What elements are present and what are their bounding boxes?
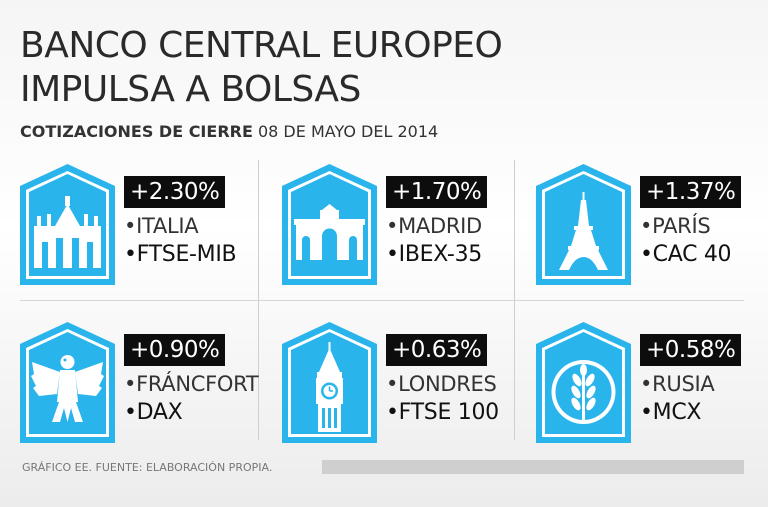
change-badge: +1.70%: [386, 176, 488, 208]
german-eagle-icon: [20, 322, 115, 443]
big-ben-icon: [282, 322, 377, 443]
footer-bar: [322, 460, 744, 474]
change-badge: +0.58%: [640, 334, 742, 366]
market-location: •FRÁNCFORT: [124, 372, 259, 396]
market-index: •FTSE 100: [386, 400, 499, 425]
wheat-emblem-icon: [536, 322, 631, 443]
market-location: •ITALIA: [124, 214, 199, 238]
market-index: •CAC 40: [640, 242, 732, 267]
page-title: BANCO CENTRAL EUROPEO IMPULSA A BOLSAS: [20, 24, 503, 112]
market-card-italia: +2.30% •ITALIA •FTSE-MIB: [20, 164, 260, 289]
market-card-londres: +0.63% •LONDRES •FTSE 100: [282, 322, 522, 447]
title-line-2: IMPULSA A BOLSAS: [20, 69, 361, 110]
title-line-1: BANCO CENTRAL EUROPEO: [20, 25, 503, 66]
source-note: GRÁFICO EE. FUENTE: ELABORACIÓN PROPIA.: [22, 461, 273, 474]
market-index: •DAX: [124, 400, 183, 425]
market-card-rusia: +0.58% •RUSIA •MCX: [536, 322, 768, 447]
market-location: •MADRID: [386, 214, 482, 238]
eiffel-tower-icon: [536, 164, 631, 285]
market-card-francfort: +0.90% •FRÁNCFORT •DAX: [20, 322, 260, 447]
market-location: •RUSIA: [640, 372, 715, 396]
market-index: •IBEX-35: [386, 242, 482, 267]
market-card-paris: +1.37% •PARÍS •CAC 40: [536, 164, 768, 289]
change-badge: +2.30%: [124, 176, 226, 208]
market-index: •FTSE-MIB: [124, 242, 237, 267]
subtitle-date: 08 DE MAYO DEL 2014: [252, 122, 439, 141]
milan-cathedral-icon: [20, 164, 115, 285]
market-location: •PARÍS: [640, 214, 711, 238]
market-index: •MCX: [640, 400, 702, 425]
alcala-gate-icon: [282, 164, 377, 285]
subtitle-label: COTIZACIONES DE CIERRE: [20, 122, 253, 141]
change-badge: +0.90%: [124, 334, 226, 366]
market-location: •LONDRES: [386, 372, 497, 396]
change-badge: +1.37%: [640, 176, 742, 208]
row-divider: [20, 300, 744, 301]
subtitle: COTIZACIONES DE CIERRE 08 DE MAYO DEL 20…: [20, 122, 438, 141]
change-badge: +0.63%: [386, 334, 488, 366]
market-card-madrid: +1.70% •MADRID •IBEX-35: [282, 164, 522, 289]
